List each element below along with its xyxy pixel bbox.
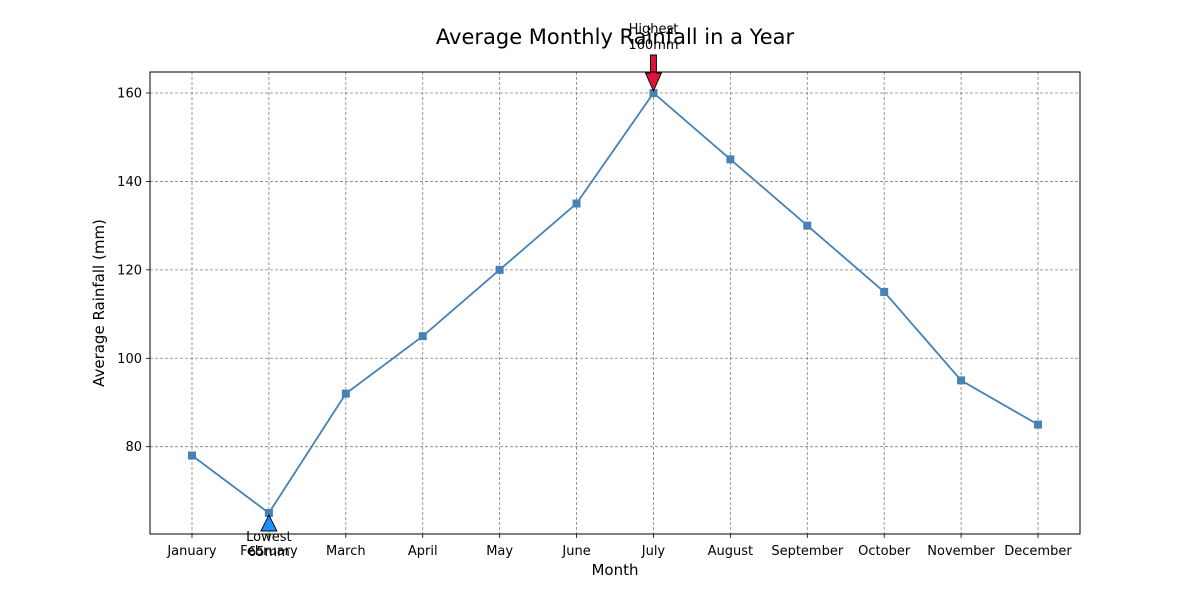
series-line xyxy=(191,91,1039,515)
y-tick-layer: 80 100 120 140 160 xyxy=(117,87,150,455)
data-point xyxy=(572,199,581,208)
x-tick-label: June xyxy=(561,544,590,559)
y-tick-label: 140 xyxy=(117,175,142,190)
x-tick-label: April xyxy=(408,544,438,559)
x-tick-layer: January February March April May June July Augu… xyxy=(166,534,1072,559)
highest-annotation-line: 160mm xyxy=(628,38,678,53)
lowest-arrow xyxy=(260,513,278,532)
series-layer xyxy=(188,89,1042,517)
data-point xyxy=(649,89,658,97)
highest-arrow xyxy=(644,54,663,93)
data-point xyxy=(188,451,196,460)
x-axis-label: Month xyxy=(591,561,638,579)
x-tick-label: May xyxy=(486,544,513,559)
data-point xyxy=(803,221,812,230)
data-point xyxy=(957,376,966,385)
data-point xyxy=(264,509,273,517)
data-point xyxy=(418,332,427,341)
data-point xyxy=(726,155,735,164)
grid-layer xyxy=(150,72,1080,534)
y-tick-label: 160 xyxy=(117,87,142,102)
x-tick-label: March xyxy=(326,544,366,559)
x-tick-label: August xyxy=(708,544,754,559)
x-tick-label: October xyxy=(858,544,911,559)
y-tick-label: 120 xyxy=(117,263,142,278)
highest-annotation-line: Highest xyxy=(629,22,679,37)
data-point xyxy=(495,265,504,274)
plot-frame xyxy=(149,71,1081,535)
lowest-annotation-line: 65mm xyxy=(248,545,290,560)
y-tick-label: 100 xyxy=(117,352,142,367)
chart-title: Average Monthly Rainfall in a Year xyxy=(436,25,795,49)
data-point xyxy=(341,389,350,398)
x-tick-label: January xyxy=(166,544,217,559)
data-point xyxy=(1034,420,1042,429)
y-tick-label: 80 xyxy=(125,440,142,455)
x-tick-label: November xyxy=(927,544,995,559)
y-axis-label: Average Rainfall (mm) xyxy=(90,219,108,387)
x-tick-label: September xyxy=(771,544,844,559)
x-tick-label: July xyxy=(641,544,666,559)
data-point xyxy=(880,287,889,296)
x-tick-label: February xyxy=(240,544,298,559)
x-tick-label: December xyxy=(1004,544,1072,559)
